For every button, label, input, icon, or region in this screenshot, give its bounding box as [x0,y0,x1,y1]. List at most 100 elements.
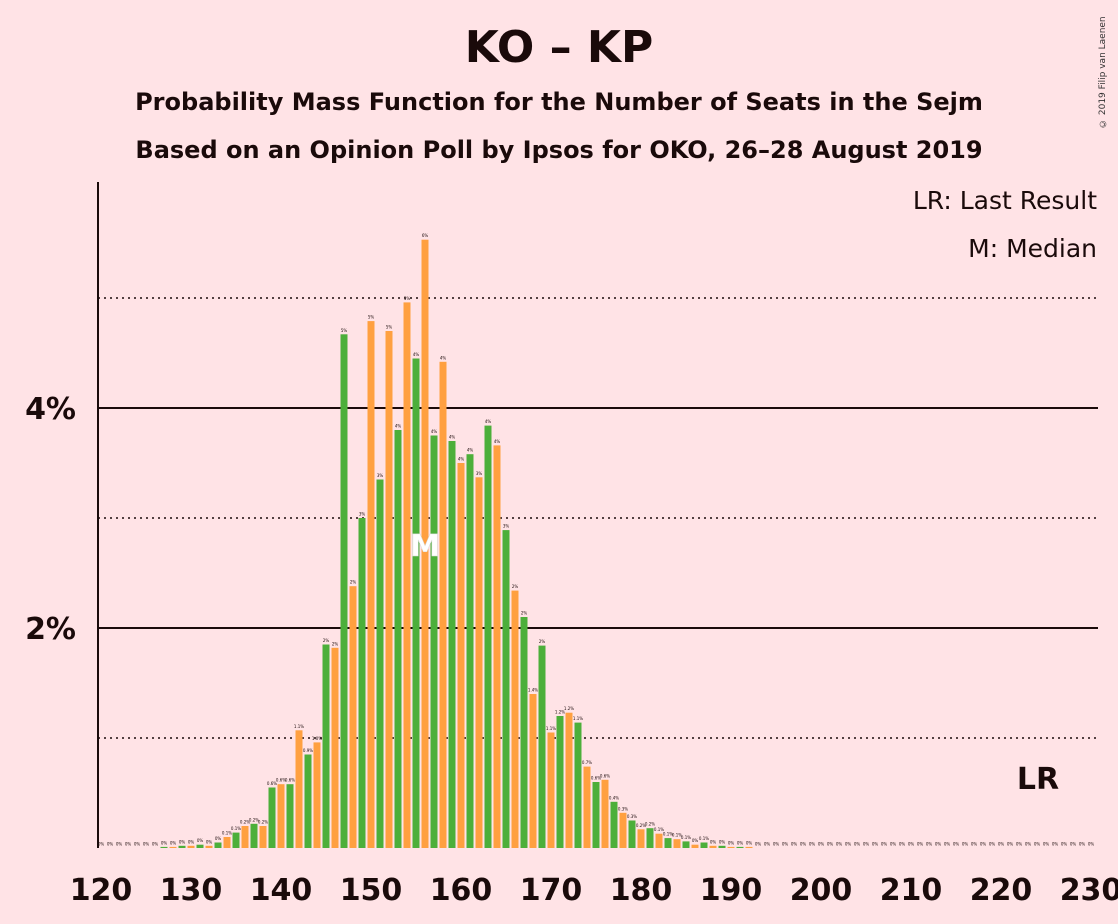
bar-label-223: 0% [1025,842,1032,847]
bar-179 [628,820,636,848]
last-result-marker: LR [1017,762,1059,797]
x-tick-label-9: 210 [880,873,943,908]
bar-142 [295,730,303,848]
bar-label-171: 1.2% [555,710,565,715]
bar-147 [340,334,348,848]
bar-155 [412,358,420,848]
bar-186 [691,844,699,848]
bar-label-158: 4% [440,355,447,360]
bar-label-175: 0.6% [591,776,601,781]
bar-label-127: 0% [161,840,168,845]
bar-158 [439,361,447,848]
bar-label-123: 0% [125,842,132,847]
bar-label-183: 0.1% [663,832,673,837]
bar-label-140: 0.6% [276,778,286,783]
bar-label-132: 0% [206,839,213,844]
bar-label-138: 0.2% [258,820,268,825]
bar-label-181: 0.2% [645,822,655,827]
bar-140 [277,784,285,848]
bar-label-130: 0% [188,839,195,844]
bar-128 [169,846,177,848]
bar-label-190: 0% [728,840,735,845]
bar-label-151: 3% [377,473,384,478]
y-tick-label-1: 4% [25,392,76,427]
bar-label-124: 0% [134,842,141,847]
bar-191 [736,846,744,848]
x-tick-label-4: 160 [430,873,493,908]
bar-labels: 0% 0% 0% 0% 0% 0% 0% 0% 0% 0% 0% 0% 0%0%0.1%0.1%0.2%… [98,233,1095,846]
bar-label-179: 0.3% [627,814,637,819]
bar-label-192: 0% [746,840,753,845]
bar-label-121: 0% [107,842,114,847]
bar-label-159: 4% [449,435,456,440]
bar-label-154: 5% [404,296,411,301]
bar-label-137: 0.2% [249,817,259,822]
bar-160 [457,463,465,848]
bar-182 [655,833,663,848]
bar-171 [556,716,564,848]
x-tick-label-3: 150 [340,873,403,908]
bar-161 [466,454,474,848]
bar-label-169: 2% [539,639,546,644]
x-tick-label-5: 170 [520,873,583,908]
bar-label-187: 0.1% [699,836,709,841]
bars [160,239,753,849]
bar-label-201: 0% [827,842,834,847]
bar-192 [745,846,753,848]
bar-190 [727,846,735,848]
bar-label-164: 4% [494,439,501,444]
bar-label-174: 0.7% [582,760,592,765]
bar-151 [376,479,384,848]
bar-label-156: 6% [422,233,429,238]
bar-135 [232,832,240,848]
bar-label-220: 0% [998,842,1005,847]
bar-159 [448,441,456,848]
bar-133 [214,842,222,848]
bar-label-203: 0% [845,842,852,847]
bar-label-209: 0% [899,842,906,847]
bar-label-184: 0.1% [672,833,682,838]
bar-label-163: 4% [485,419,492,424]
bar-label-157: 4% [431,429,438,434]
bar-label-221: 0% [1007,842,1014,847]
bar-label-206: 0% [872,842,879,847]
bar-label-141: 0.6% [285,778,295,783]
bar-152 [385,331,393,848]
bar-148 [349,586,357,848]
bar-label-129: 0% [179,839,186,844]
bar-label-142: 1.1% [294,724,304,729]
chart-subtitle-2: Based on an Opinion Poll by Ipsos for OK… [135,136,983,164]
x-tick-label-1: 130 [160,873,223,908]
bar-label-204: 0% [854,842,861,847]
bar-137 [250,823,258,848]
bar-label-146: 2% [332,641,339,646]
bar-183 [664,838,672,848]
bar-label-219: 0% [989,842,996,847]
bar-label-222: 0% [1016,842,1023,847]
x-tick-label-11: 230 [1060,873,1118,908]
bar-177 [610,801,618,848]
x-tick-label-8: 200 [790,873,853,908]
legend-last-result: LR: Last Result [913,186,1097,215]
bar-label-177: 0.4% [609,795,619,800]
bar-164 [493,445,501,848]
bar-label-229: 0% [1079,842,1086,847]
bar-180 [637,829,645,848]
bar-169 [538,645,546,848]
bar-label-149: 3% [359,512,366,517]
bar-label-136: 0.2% [240,820,250,825]
bar-143 [304,754,312,848]
bar-label-212: 0% [926,842,933,847]
bar-label-194: 0% [764,842,771,847]
bar-136 [241,826,249,848]
bar-label-172: 1.2% [564,706,574,711]
bar-134 [223,837,231,848]
bar-label-226: 0% [1052,842,1059,847]
median-marker: M [410,529,440,564]
bar-label-133: 0% [215,836,222,841]
bar-157 [430,435,438,848]
x-tick-label-6: 180 [610,873,673,908]
bar-label-126: 0% [152,842,159,847]
bar-label-139: 0.6% [267,781,277,786]
x-tick-label-7: 190 [700,873,763,908]
